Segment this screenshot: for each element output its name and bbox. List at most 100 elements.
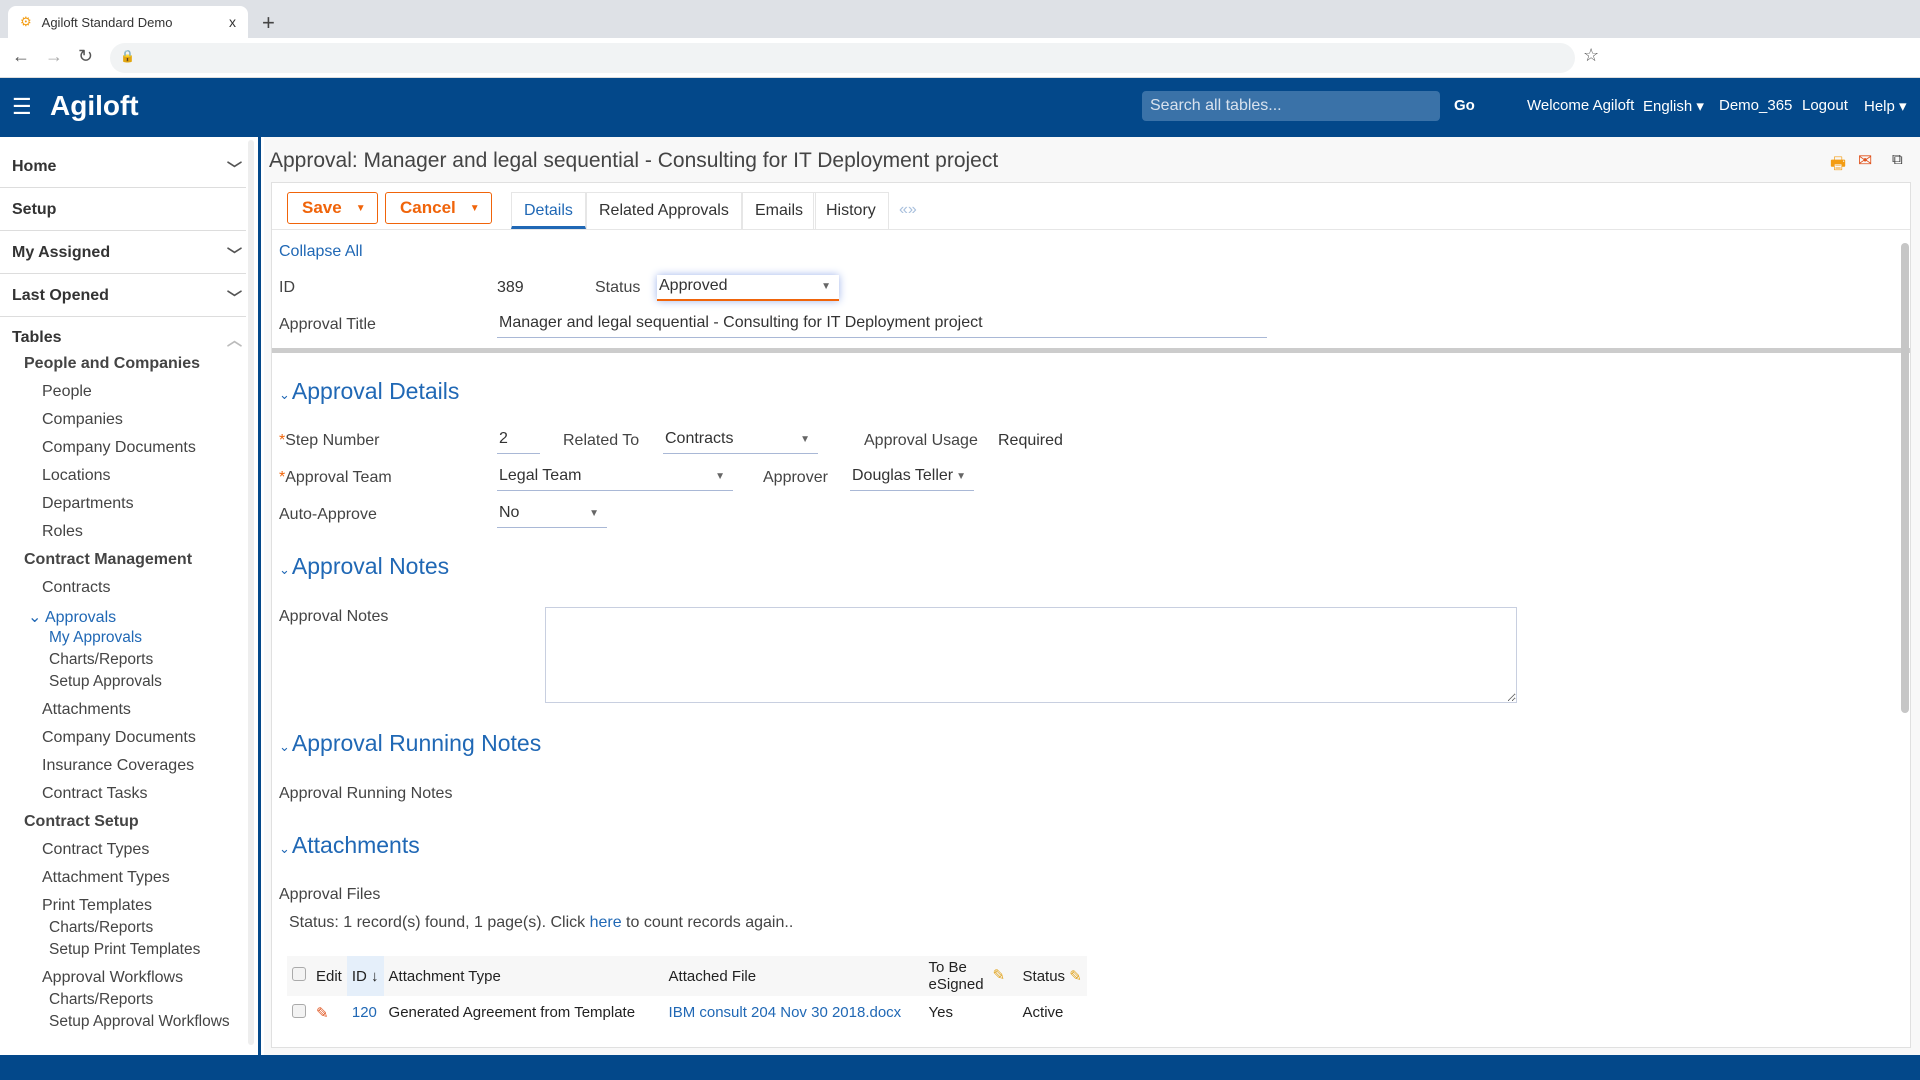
sidebar-group: People and Companies bbox=[24, 355, 200, 373]
go-button[interactable]: Go bbox=[1454, 97, 1475, 114]
tab-emails[interactable]: Emails bbox=[742, 192, 817, 229]
sidebar-item[interactable]: Setup Print Templates bbox=[49, 941, 200, 959]
section-approval-running-notes[interactable]: ⌄Approval Running Notes bbox=[279, 730, 541, 757]
sidebar-item-home[interactable]: Home ﹀ bbox=[12, 158, 242, 178]
sidebar-item-tables[interactable]: Tables ︿ bbox=[12, 329, 242, 349]
agiloft-favicon-icon: ⚙ bbox=[20, 14, 32, 29]
sidebar-item[interactable]: Attachments bbox=[42, 701, 131, 719]
sidebar-item[interactable]: Charts/Reports bbox=[49, 651, 153, 669]
tab-history[interactable]: History bbox=[813, 192, 889, 229]
chevron-down-icon[interactable]: ﹀ bbox=[226, 247, 242, 264]
sidebar-item[interactable]: Attachment Types bbox=[42, 869, 170, 887]
table-row[interactable]: ✎ 120 Generated Agreement from Template … bbox=[287, 996, 1087, 1029]
sidebar-item-setup[interactable]: Setup bbox=[12, 201, 242, 219]
sidebar-item[interactable]: Setup Approval Workflows bbox=[49, 1013, 230, 1031]
sidebar-item[interactable]: My Approvals bbox=[49, 629, 142, 647]
approval-files-label: Approval Files bbox=[279, 886, 381, 903]
section-attachments[interactable]: ⌄Attachments bbox=[279, 832, 420, 859]
language-dropdown[interactable]: English ▾ bbox=[1643, 98, 1704, 115]
select-all-checkbox[interactable] bbox=[292, 967, 306, 981]
column-header-status[interactable]: Status ✎ bbox=[1017, 956, 1087, 996]
sidebar-item[interactable]: Charts/Reports bbox=[49, 919, 153, 937]
sidebar-item[interactable]: Print Templates bbox=[42, 897, 152, 915]
collapse-all-link[interactable]: Collapse All bbox=[279, 243, 363, 260]
sidebar-item[interactable]: ⌄ Approvals bbox=[28, 607, 116, 627]
sidebar-item[interactable]: Departments bbox=[42, 495, 134, 513]
sidebar-item[interactable]: Contracts bbox=[42, 579, 110, 597]
sidebar-item-label: Companies bbox=[42, 411, 123, 428]
related-to-value: Contracts bbox=[665, 430, 734, 447]
column-header-id[interactable]: ID ↓ bbox=[346, 956, 384, 996]
chevron-down-icon[interactable]: ﹀ bbox=[226, 161, 242, 178]
row-checkbox[interactable] bbox=[292, 1003, 306, 1018]
sidebar-item-last-opened[interactable]: Last Opened ﹀ bbox=[12, 287, 242, 307]
sidebar-item[interactable]: Insurance Coverages bbox=[42, 757, 194, 775]
chevron-up-icon[interactable]: ︿ bbox=[226, 332, 242, 349]
vertical-scrollbar[interactable] bbox=[1901, 243, 1909, 713]
status-select[interactable]: Approved ▼ bbox=[657, 275, 839, 301]
approval-title-input[interactable]: Manager and legal sequential - Consultin… bbox=[497, 312, 1267, 338]
auto-approve-select[interactable]: No ▼ bbox=[497, 502, 607, 528]
sidebar-item[interactable]: People bbox=[42, 383, 92, 401]
bookmark-star-icon[interactable]: ☆ bbox=[1583, 45, 1600, 65]
chevron-down-icon[interactable]: ﹀ bbox=[226, 290, 242, 307]
close-tab-icon[interactable]: x bbox=[229, 14, 236, 30]
forward-icon[interactable]: → bbox=[45, 46, 63, 66]
logout-link[interactable]: Logout bbox=[1802, 97, 1848, 114]
back-icon[interactable]: ← bbox=[12, 46, 30, 66]
sidebar-item[interactable]: Company Documents bbox=[42, 729, 196, 747]
sidebar-item-label: People bbox=[42, 383, 92, 400]
tab-related-approvals[interactable]: Related Approvals bbox=[586, 192, 742, 229]
cancel-button[interactable]: Cancel ▼ bbox=[385, 192, 492, 224]
approver-select[interactable]: Douglas Teller ▼ bbox=[850, 465, 974, 491]
save-button[interactable]: Save ▼ bbox=[287, 192, 378, 224]
sidebar-item[interactable]: Contract Tasks bbox=[42, 785, 148, 803]
email-icon[interactable]: ✉ bbox=[1858, 151, 1873, 170]
related-to-select[interactable]: Contracts ▼ bbox=[663, 428, 818, 454]
section-title: Approval Details bbox=[291, 378, 460, 404]
print-icon[interactable]: 🖶 bbox=[1830, 154, 1847, 173]
sidebar-item-label: Charts/Reports bbox=[49, 991, 154, 1008]
sidebar-item[interactable]: Charts/Reports bbox=[49, 991, 153, 1009]
sidebar-item[interactable]: Contract Types bbox=[42, 841, 149, 859]
hamburger-menu-icon[interactable]: ☰ bbox=[12, 94, 32, 119]
chevron-down-icon[interactable]: ⌄ bbox=[28, 609, 45, 626]
kb-name-link[interactable]: Demo_365 bbox=[1719, 97, 1793, 114]
sidebar-item[interactable]: Approval Workflows bbox=[42, 969, 183, 987]
sidebar-item[interactable]: Companies bbox=[42, 411, 123, 429]
sidebar-scrollbar[interactable] bbox=[248, 140, 254, 1045]
edit-record-icon[interactable]: ✎ bbox=[316, 1004, 329, 1022]
tab-scroll-arrows[interactable]: «» bbox=[899, 201, 917, 218]
help-dropdown[interactable]: Help ▾ bbox=[1864, 98, 1907, 115]
column-header-attached-file[interactable]: Attached File bbox=[663, 956, 924, 996]
sidebar-item-my-assigned[interactable]: My Assigned ﹀ bbox=[12, 244, 242, 264]
record-id-link[interactable]: 120 bbox=[351, 1004, 377, 1021]
agiloft-logo: Agiloft bbox=[50, 90, 139, 121]
approval-team-select[interactable]: Legal Team ▼ bbox=[497, 465, 733, 491]
open-new-window-icon[interactable]: ⧉ bbox=[1892, 151, 1903, 168]
sidebar-item[interactable]: Locations bbox=[42, 467, 111, 485]
search-input[interactable] bbox=[1142, 91, 1440, 121]
sidebar-item[interactable]: Company Documents bbox=[42, 439, 196, 457]
tab-details[interactable]: Details bbox=[511, 192, 586, 229]
step-number-input[interactable]: 2 bbox=[497, 428, 540, 454]
sidebar-item[interactable]: Roles bbox=[42, 523, 83, 541]
section-approval-details[interactable]: ⌄Approval Details bbox=[279, 378, 459, 405]
new-tab-button[interactable]: + bbox=[262, 10, 275, 35]
url-field[interactable]: 🔒 bbox=[110, 43, 1575, 73]
sidebar-item[interactable]: Setup Approvals bbox=[49, 673, 162, 691]
approval-usage-value: Required bbox=[998, 432, 1063, 449]
label-text: Approval Team bbox=[285, 469, 392, 486]
pencil-icon: ✎ bbox=[992, 966, 1006, 984]
count-again-link[interactable]: here bbox=[589, 914, 622, 931]
attached-file-link[interactable]: IBM consult 204 Nov 30 2018.docx bbox=[668, 1004, 902, 1021]
chevron-down-icon: ⌄ bbox=[279, 739, 290, 754]
column-header-to-be-esigned[interactable]: To Be eSigned ✎ bbox=[923, 956, 1018, 996]
section-approval-notes[interactable]: ⌄Approval Notes bbox=[279, 553, 449, 580]
sidebar-item-label: Last Opened bbox=[12, 287, 109, 304]
sidebar-item-label: Setup Approval Workflows bbox=[49, 1013, 230, 1030]
browser-tab[interactable]: ⚙ Agiloft Standard Demo x bbox=[8, 6, 248, 38]
column-header-attachment-type[interactable]: Attachment Type bbox=[383, 956, 664, 996]
reload-icon[interactable]: ↻ bbox=[78, 46, 94, 66]
approval-notes-textarea[interactable] bbox=[545, 607, 1517, 703]
